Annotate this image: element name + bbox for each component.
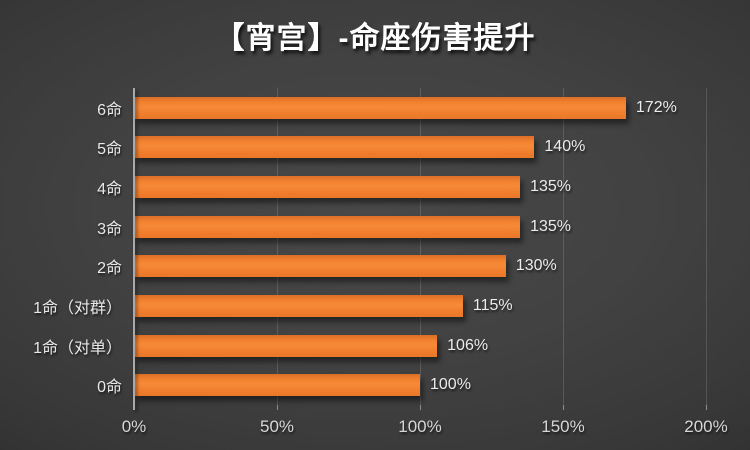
axis-tick xyxy=(706,405,707,410)
value-label: 140% xyxy=(544,138,586,156)
bar-row: 3命 135% xyxy=(97,207,706,247)
gridline xyxy=(420,88,421,405)
bar-row: 1命（对群） 115% xyxy=(33,286,706,326)
bar xyxy=(134,334,438,357)
axis-tick xyxy=(277,405,278,410)
category-label: 1命（对单） xyxy=(33,339,122,357)
chart-title: 【宵宫】-命座伤害提升 xyxy=(214,22,536,55)
plot-area: 6命 172% 5命 140% 4命 135% 3命 135% 2命 130% 1命（对群） 115%… xyxy=(33,88,728,436)
bar xyxy=(134,374,420,397)
value-label: 106% xyxy=(447,336,489,354)
x-axis: 0% 50% 100% 150% 200% xyxy=(122,405,728,445)
axis-tick xyxy=(420,405,421,410)
value-label: 135% xyxy=(530,217,572,235)
bar-row: 6命 172% xyxy=(97,88,706,128)
x-tick-label: 150% xyxy=(541,417,585,436)
category-label: 6命 xyxy=(97,101,122,119)
category-label: 4命 xyxy=(97,181,122,199)
bar xyxy=(134,255,506,278)
bar xyxy=(134,136,535,159)
category-label: 2命 xyxy=(97,260,122,278)
category-label: 0命 xyxy=(97,379,122,397)
gridline xyxy=(706,88,707,405)
bar-row: 0命 100% xyxy=(97,365,706,405)
bar-row: 4命 135% xyxy=(97,167,706,207)
bar-row: 2命 130% xyxy=(97,247,706,287)
bar xyxy=(134,215,521,238)
x-tick-label: 200% xyxy=(684,417,728,436)
gridline xyxy=(563,88,564,405)
bar xyxy=(134,176,521,199)
value-label: 115% xyxy=(472,296,513,314)
bar-row: 5命 140% xyxy=(97,128,706,168)
value-label: 135% xyxy=(530,178,572,196)
y-axis-line xyxy=(133,88,135,410)
bars: 6命 172% 5命 140% 4命 135% 3命 135% 2命 130% 1命（对群） 115%… xyxy=(33,88,706,405)
axis-tick xyxy=(563,405,564,410)
value-label: 130% xyxy=(515,257,557,275)
category-label: 3命 xyxy=(97,220,122,238)
value-label: 172% xyxy=(635,98,677,116)
bar xyxy=(134,96,626,119)
x-tick-label: 0% xyxy=(121,417,147,436)
bar xyxy=(134,294,463,317)
bar-row: 1命（对单） 106% xyxy=(33,326,706,366)
gridline xyxy=(277,88,278,405)
value-label: 100% xyxy=(430,376,471,394)
category-label: 5命 xyxy=(97,141,122,159)
x-tick-label: 100% xyxy=(398,417,442,436)
category-label: 1命（对群） xyxy=(33,299,122,317)
x-tick-label: 50% xyxy=(259,417,295,436)
